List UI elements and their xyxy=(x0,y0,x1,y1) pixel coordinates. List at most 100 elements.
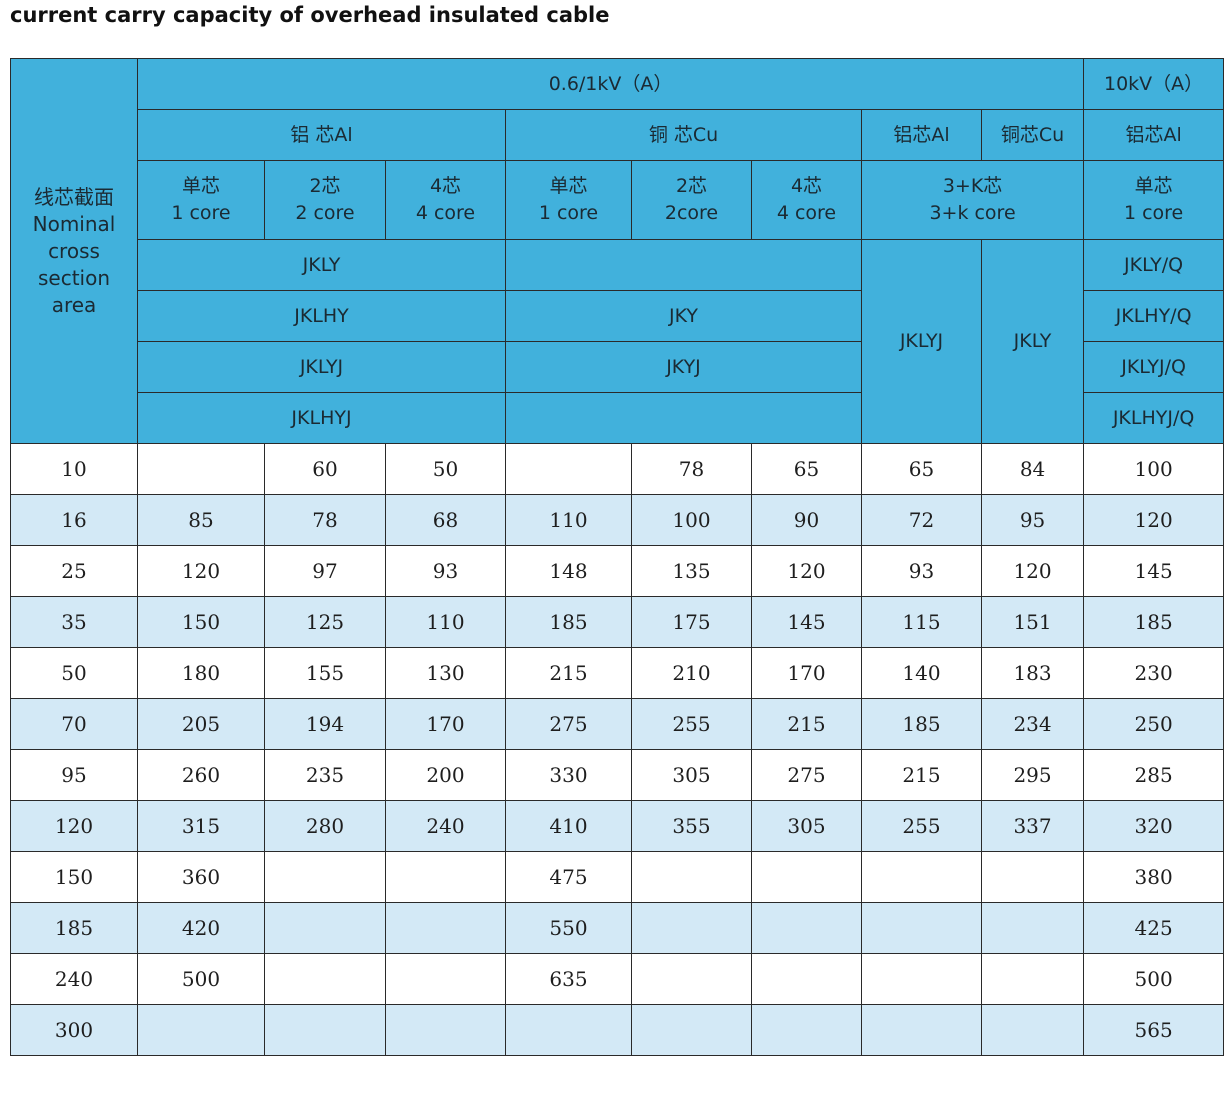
core-label: 4 core xyxy=(776,202,837,224)
capacity-cell: 315 xyxy=(137,800,265,852)
cross-section-cell: 16 xyxy=(10,494,138,546)
capacity-cell xyxy=(137,1004,265,1056)
capacity-cell: 125 xyxy=(264,596,386,648)
cross-section-cell: 35 xyxy=(10,596,138,648)
table-row: 16 85 78 68 110 100 90 72 95 120 xyxy=(10,494,1225,546)
capacity-cell: 230 xyxy=(1083,647,1225,699)
capacity-cell: 635 xyxy=(505,953,632,1005)
cross-section-cell: 300 xyxy=(10,1004,138,1056)
corner-label-4: area xyxy=(51,292,97,317)
capacity-cell: 135 xyxy=(631,545,752,597)
table-row: 25 120 97 93 148 135 120 93 120 145 xyxy=(10,545,1225,597)
capacity-cell xyxy=(861,851,982,903)
capacity-cell: 260 xyxy=(137,749,265,801)
al-group-header: 铝 芯Al xyxy=(137,109,506,161)
capacity-cell: 60 xyxy=(264,443,386,495)
core-label: 1 core xyxy=(538,202,599,224)
table-body: 10 60 50 78 65 65 84 100 16 85 78 68 110 100 90 72 95 120… xyxy=(10,443,1225,1056)
cross-section-cell: 120 xyxy=(10,800,138,852)
capacity-cell: 550 xyxy=(505,902,632,954)
model-al-3: JKLYJ xyxy=(137,341,506,393)
cross-section-cell: 10 xyxy=(10,443,138,495)
capacity-cell: 130 xyxy=(385,647,506,699)
core-header-al-two: 2芯 2 core xyxy=(264,160,386,240)
model-cu-1 xyxy=(505,239,862,291)
corner-label-cn: 线芯截面 xyxy=(34,184,114,209)
core-header-cu-four: 4芯 4 core xyxy=(751,160,862,240)
capacity-cell: 115 xyxy=(861,596,982,648)
capacity-cell xyxy=(751,902,862,954)
capacity-cell: 255 xyxy=(861,800,982,852)
capacity-cell: 120 xyxy=(751,545,862,597)
capacity-cell: 215 xyxy=(751,698,862,750)
capacity-cell: 295 xyxy=(980,749,1085,801)
capacity-cell: 305 xyxy=(631,749,752,801)
capacity-cell: 215 xyxy=(505,647,632,699)
table-row: 35 150 125 110 185 175 145 115 151 185 xyxy=(10,596,1225,648)
capacity-cell xyxy=(861,1004,982,1056)
capacity-cell xyxy=(264,1004,386,1056)
core-header-three-k: 3+K芯 3+k core xyxy=(860,160,1085,240)
capacity-cell xyxy=(385,902,506,954)
cross-section-cell: 25 xyxy=(10,545,138,597)
core-header-al-single: 单芯 1 core xyxy=(137,160,265,240)
core-label: 2 core xyxy=(295,202,355,224)
capacity-cell: 65 xyxy=(751,443,862,495)
capacity-cell: 78 xyxy=(264,494,386,546)
table-row: 240 500 635 500 xyxy=(10,953,1225,1005)
capacity-cell xyxy=(631,953,752,1005)
cross-section-cell: 50 xyxy=(10,647,138,699)
core-label: 单芯 xyxy=(549,175,588,197)
al-10kv-group-header: 铝芯Al xyxy=(1083,109,1225,161)
core-label: 1 core xyxy=(1123,202,1184,224)
capacity-cell: 200 xyxy=(385,749,506,801)
capacity-cell: 68 xyxy=(385,494,506,546)
capacity-cell: 150 xyxy=(137,596,265,648)
capacity-cell: 185 xyxy=(1083,596,1225,648)
capacity-cell: 93 xyxy=(385,545,506,597)
core-label: 2core xyxy=(664,202,719,224)
model-hv-3: JKLYJ/Q xyxy=(1083,341,1225,393)
table-row: 50 180 155 130 215 210 170 140 183 230 xyxy=(10,647,1225,699)
capacity-cell: 210 xyxy=(631,647,752,699)
core-label: 1 core xyxy=(171,202,231,224)
capacity-cell: 84 xyxy=(980,443,1085,495)
cross-section-cell: 240 xyxy=(10,953,138,1005)
capacity-cell xyxy=(751,851,862,903)
capacity-cell: 100 xyxy=(1083,443,1225,495)
capacity-cell: 78 xyxy=(631,443,752,495)
table-row: 150 360 475 380 xyxy=(10,851,1225,903)
capacity-cell xyxy=(385,851,506,903)
capacity-cell: 194 xyxy=(264,698,386,750)
capacity-cell xyxy=(861,953,982,1005)
corner-label-2: cross xyxy=(48,238,100,263)
capacity-cell: 180 xyxy=(137,647,265,699)
core-label: 3+k core xyxy=(929,202,1016,224)
capacity-cell: 337 xyxy=(980,800,1085,852)
table-row: 185 420 550 425 xyxy=(10,902,1225,954)
capacity-cell: 65 xyxy=(861,443,982,495)
corner-label-1: Nominal xyxy=(32,211,116,236)
capacity-cell: 215 xyxy=(861,749,982,801)
capacity-cell: 500 xyxy=(137,953,265,1005)
core-label: 2芯 xyxy=(675,175,708,197)
capacity-cell: 330 xyxy=(505,749,632,801)
cross-section-cell: 70 xyxy=(10,698,138,750)
capacity-cell xyxy=(505,443,632,495)
model-cu-2: JKY xyxy=(505,290,862,342)
capacity-cell: 95 xyxy=(980,494,1085,546)
capacity-table: 线芯截面 Nominal cross section area 0.6/1kV（… xyxy=(10,58,1225,1056)
capacity-cell: 355 xyxy=(631,800,752,852)
model-cu-4 xyxy=(505,392,862,444)
core-label: 4芯 xyxy=(429,175,462,197)
core-header-cu-two: 2芯 2core xyxy=(631,160,752,240)
capacity-cell: 110 xyxy=(505,494,632,546)
capacity-cell xyxy=(751,1004,862,1056)
page-title: current carry capacity of overhead insul… xyxy=(10,3,610,27)
capacity-cell: 120 xyxy=(137,545,265,597)
capacity-cell xyxy=(980,851,1085,903)
core-label: 单芯 xyxy=(181,175,220,197)
core-label: 2芯 xyxy=(309,175,341,197)
model-hv-2: JKLHY/Q xyxy=(1083,290,1225,342)
capacity-cell: 145 xyxy=(1083,545,1225,597)
